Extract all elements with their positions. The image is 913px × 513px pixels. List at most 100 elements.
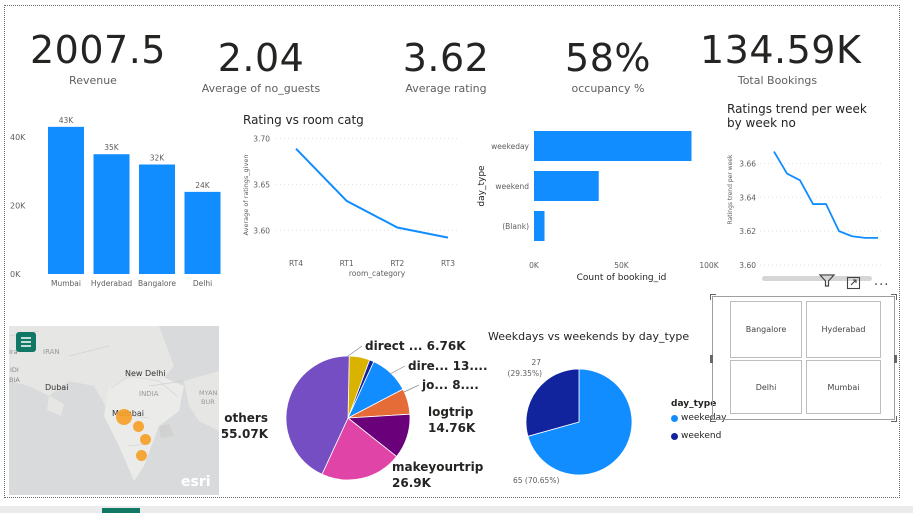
map-bubble[interactable]	[135, 449, 147, 461]
slice-data-label[interactable]: (29.35%)	[508, 369, 543, 378]
focus-mode-icon[interactable]	[846, 275, 862, 294]
legend-label-weekday: weekeday	[681, 413, 727, 423]
kpi-revenue[interactable]: 2007.5M Revenue	[22, 28, 172, 87]
report-canvas	[4, 5, 900, 498]
legend-item-weekday[interactable]: weekeday	[671, 413, 726, 423]
kpi-occupancy-value: 58%	[565, 36, 651, 80]
ratings-week-title: Ratings trend per week by week no	[727, 102, 867, 130]
slice-weekday[interactable]	[527, 368, 633, 476]
slice-others[interactable]	[285, 355, 350, 475]
bar-weekday[interactable]	[534, 131, 692, 161]
slice-label[interactable]: logtrip	[428, 405, 474, 419]
legend-item-weekend[interactable]: weekend	[671, 431, 721, 441]
slice-data-label[interactable]: 27	[531, 358, 541, 367]
kpi-revenue-value: 2007.5M	[30, 28, 168, 72]
more-options-icon[interactable]: ...	[874, 274, 890, 289]
y-tick-label: 3.65	[253, 180, 270, 189]
weekday-pie-title: Weekdays vs weekends by day_type	[488, 330, 690, 343]
kpi-rating-label: Average rating	[405, 82, 487, 95]
slicer-item-mumbai[interactable]: Mumbai	[806, 360, 881, 414]
kpi-occupancy[interactable]: 58% occupancy %	[558, 36, 658, 95]
x-tick-label: Mumbai	[51, 279, 81, 288]
map-bubble[interactable]	[116, 409, 132, 425]
slice-weekend[interactable]	[525, 368, 580, 437]
slice-label[interactable]: makeyourtrip	[392, 460, 484, 474]
resize-handle[interactable]	[710, 294, 716, 300]
y-axis-label: Ratings trend per week	[727, 154, 734, 224]
slicer-item-bangalore[interactable]: Bangalore	[730, 301, 802, 358]
kpi-rating-value: 3.62	[402, 36, 490, 80]
kpi-guests[interactable]: 2.04 Average of no_guests	[200, 36, 322, 95]
y-tick-label: weekeday	[491, 142, 529, 151]
y-tick-label: 40K	[10, 133, 26, 142]
kpi-guests-value: 2.04	[217, 36, 305, 80]
resize-handle[interactable]	[891, 294, 897, 300]
y-tick-label: 20K	[10, 202, 26, 211]
x-tick-label: RT2	[390, 259, 404, 268]
platform-pie-chart[interactable]: direct ... 6.76K dire... 13.... jo... 8...…	[222, 330, 490, 496]
slice-value-label[interactable]: 26.9K	[392, 476, 432, 490]
kpi-guests-label: Average of no_guests	[201, 82, 321, 95]
legend-dot-weekday	[671, 414, 678, 422]
rating-room-line-chart[interactable]: 3.60 3.65 3.70 RT4 RT1 RT2 RT3 room_category Ave…	[236, 128, 466, 288]
y-tick-label: 3.64	[739, 193, 756, 202]
bar-hyderabad[interactable]	[93, 154, 130, 274]
map-edge-label: Ira	[9, 348, 18, 356]
bar-mumbai[interactable]	[48, 126, 84, 274]
bar-value-label[interactable]: 32K	[150, 153, 166, 162]
leader-line	[389, 365, 406, 375]
kpi-bookings-value: 134.59K	[700, 28, 862, 72]
ratings-week-line-chart[interactable]: 3.60 3.62 3.64 3.66 Ratings trend per week	[722, 132, 888, 274]
map-bubble[interactable]	[139, 433, 151, 445]
weekday-pie-chart[interactable]: 27 (29.35%) 65 (70.65%)	[496, 350, 646, 490]
x-tick-label: RT1	[340, 259, 354, 268]
slice-label[interactable]: jo... 8....	[421, 378, 479, 392]
bar-blank[interactable]	[534, 211, 545, 241]
map-background	[9, 326, 219, 495]
map-label: New Delhi	[125, 369, 166, 378]
active-page-tab[interactable]	[102, 508, 140, 513]
bar-value-label[interactable]: 43K	[59, 116, 75, 125]
y-tick-label: 3.66	[739, 159, 756, 168]
y-tick-label: (Blank)	[502, 222, 529, 231]
slice-value-label[interactable]: 55.07K	[222, 427, 269, 441]
slice-label[interactable]: dire... 13....	[408, 359, 488, 373]
slice-value-label[interactable]: 14.76K	[428, 421, 476, 435]
resize-handle[interactable]	[894, 355, 897, 363]
slicer-item-hyderabad[interactable]: Hyderabad	[806, 301, 881, 358]
bar-value-label[interactable]: 24K	[195, 181, 211, 190]
chart-scrollbar[interactable]	[762, 276, 872, 281]
legend-label-weekend: weekend	[681, 431, 722, 441]
kpi-bookings[interactable]: 134.59K Total Bookings	[700, 28, 862, 87]
filter-icon[interactable]	[818, 272, 836, 292]
map-bubble[interactable]	[132, 420, 144, 432]
slicer-item-delhi[interactable]: Delhi	[730, 360, 802, 414]
y-tick-label: 3.60	[739, 261, 756, 270]
bar-delhi[interactable]	[184, 191, 221, 274]
x-axis-label: Count of booking_id	[577, 273, 667, 283]
city-bar-chart[interactable]: 0K 20K 40K 43K Mumbai 35K Hyderabad 32K Bangalor…	[6, 112, 226, 294]
slice-label[interactable]: direct ... 6.76K	[365, 339, 466, 353]
y-tick-label: weekend	[495, 182, 529, 191]
leader-line	[347, 345, 363, 357]
y-tick-label: 3.60	[253, 226, 270, 235]
resize-handle[interactable]	[710, 355, 713, 363]
slice-label[interactable]: others	[224, 411, 268, 425]
slice-data-label[interactable]: 65 (70.65%)	[513, 476, 559, 485]
bar-bangalore[interactable]	[139, 164, 175, 274]
map-label: BUR	[201, 398, 215, 406]
daytype-bar-chart[interactable]: 0K 50K 100K weekeday weekend (Blank) Count of …	[470, 120, 720, 288]
bar-value-label[interactable]: 35K	[104, 143, 120, 152]
map-label: IRAN	[43, 348, 60, 356]
resize-handle[interactable]	[891, 416, 897, 422]
layers-icon[interactable]	[16, 332, 36, 352]
kpi-rating[interactable]: 3.62 Average rating	[395, 36, 497, 95]
resize-handle[interactable]	[710, 416, 716, 422]
series-line	[773, 151, 878, 239]
legend-title: day_type	[671, 399, 717, 409]
x-tick-label: RT3	[441, 259, 455, 268]
city-slicer[interactable]: Bangalore Hyderabad Delhi Mumbai	[710, 294, 897, 422]
slice-makeyourtrip[interactable]	[321, 417, 398, 481]
bar-weekend[interactable]	[534, 171, 599, 201]
